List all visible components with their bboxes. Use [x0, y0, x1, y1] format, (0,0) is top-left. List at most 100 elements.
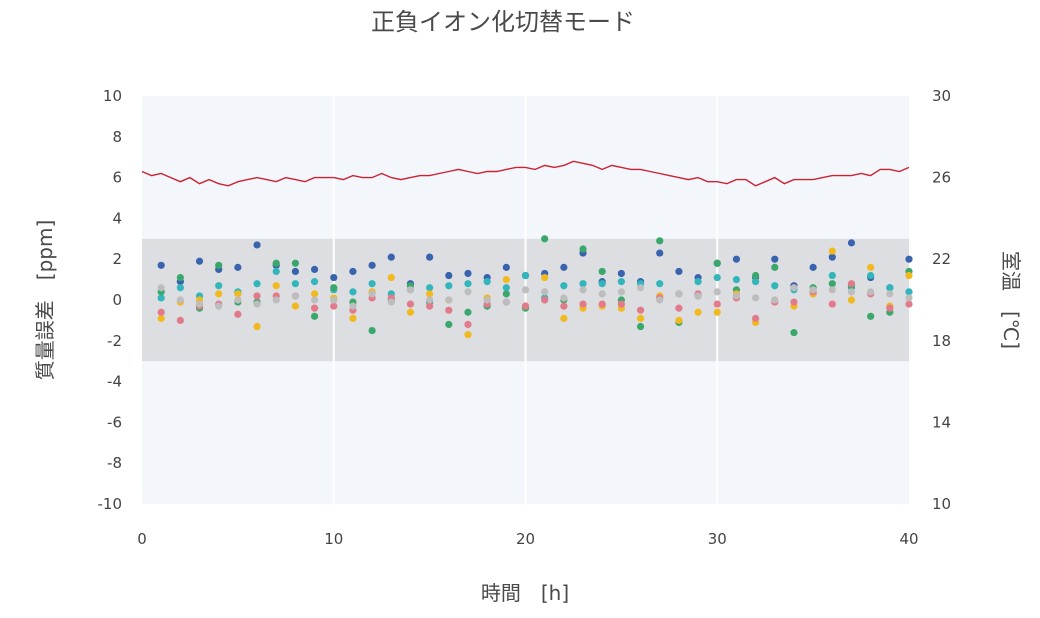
data-point	[867, 288, 875, 296]
y-tick-label: 0	[112, 291, 122, 309]
data-point	[234, 296, 242, 304]
data-point	[464, 320, 472, 329]
data-point	[176, 284, 184, 292]
data-point	[867, 263, 875, 271]
y2-tick-label: 22	[932, 250, 951, 268]
data-point	[636, 322, 645, 331]
data-point	[406, 286, 415, 294]
data-point	[541, 296, 549, 304]
data-point	[464, 308, 472, 316]
data-point	[368, 327, 376, 335]
data-point	[215, 302, 223, 310]
data-point	[886, 304, 894, 312]
data-point	[464, 280, 472, 288]
data-point	[464, 288, 472, 296]
data-point	[387, 253, 395, 261]
data-point	[694, 292, 702, 300]
data-point	[406, 300, 415, 308]
data-point	[272, 282, 280, 290]
data-point	[617, 300, 625, 308]
data-point	[368, 290, 376, 298]
data-point	[828, 253, 836, 261]
x-axis-title: 時間 [h]	[481, 581, 569, 605]
data-point	[426, 296, 434, 304]
data-point	[656, 249, 664, 257]
data-point	[617, 278, 625, 286]
temperature-line	[141, 160, 910, 187]
data-points	[157, 235, 913, 339]
x-tick-label: 30	[708, 530, 727, 548]
data-point	[502, 284, 510, 292]
data-point	[752, 271, 760, 280]
data-point	[234, 310, 242, 318]
data-point	[847, 288, 856, 296]
data-point	[349, 288, 357, 296]
data-point	[617, 288, 625, 296]
data-point	[234, 290, 242, 298]
x-tick-label: 40	[899, 530, 918, 548]
data-point	[656, 296, 664, 304]
data-point	[713, 308, 721, 316]
data-point	[272, 259, 280, 267]
data-point	[579, 245, 587, 253]
data-point	[713, 273, 721, 282]
data-point	[291, 267, 299, 276]
data-point	[560, 282, 568, 290]
data-point	[445, 271, 453, 280]
data-point	[752, 278, 760, 286]
data-point	[828, 280, 836, 288]
data-point	[636, 284, 645, 292]
data-point	[253, 241, 261, 249]
data-point	[790, 329, 798, 337]
data-point	[752, 294, 760, 302]
data-point	[176, 316, 184, 324]
data-point	[867, 312, 875, 320]
data-point	[828, 300, 836, 308]
data-point	[387, 273, 395, 282]
data-point	[368, 261, 376, 269]
data-point	[272, 267, 280, 276]
data-point	[847, 280, 856, 288]
data-point	[215, 261, 223, 269]
data-point	[176, 273, 184, 282]
data-point	[905, 255, 913, 263]
data-point	[195, 300, 204, 308]
data-point	[886, 284, 894, 292]
data-point	[291, 280, 299, 288]
data-point	[502, 290, 510, 298]
data-point	[790, 284, 798, 292]
data-point	[176, 296, 184, 304]
data-point	[771, 263, 779, 271]
data-point	[310, 304, 319, 312]
y-tick-label: -10	[98, 495, 123, 513]
y-tick-label: 6	[112, 169, 122, 187]
temperature-series-line	[141, 160, 910, 187]
data-point	[157, 261, 165, 269]
data-point	[157, 314, 165, 322]
data-point	[579, 300, 587, 308]
data-point	[330, 302, 338, 310]
data-point	[560, 302, 568, 310]
data-point	[521, 302, 530, 310]
data-point	[752, 314, 760, 322]
data-point	[310, 296, 319, 304]
data-point	[675, 316, 683, 324]
data-point	[598, 280, 606, 288]
data-point	[521, 286, 530, 294]
data-point	[349, 314, 357, 322]
data-point	[732, 292, 741, 300]
data-point	[828, 247, 836, 255]
data-point	[253, 322, 261, 331]
data-point	[445, 282, 453, 290]
data-point	[310, 265, 319, 273]
y-tick-label: -4	[107, 373, 122, 391]
data-point	[771, 282, 779, 290]
data-point	[598, 267, 606, 276]
data-point	[617, 269, 625, 278]
data-point	[828, 271, 836, 280]
y-tick-label: -8	[107, 454, 122, 472]
data-point	[790, 298, 798, 306]
y2-tick-label: 30	[932, 87, 951, 105]
data-point	[521, 271, 530, 280]
